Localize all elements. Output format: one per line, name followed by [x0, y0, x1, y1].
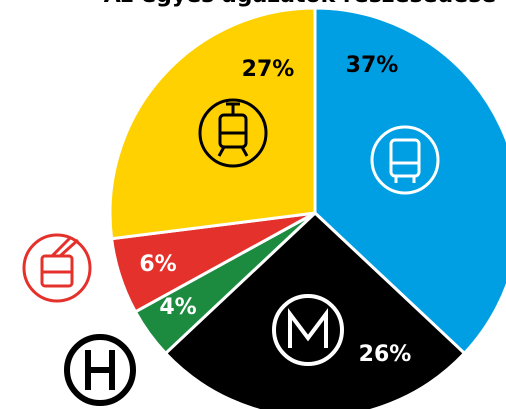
data-label: 27%	[242, 57, 295, 82]
pie	[108, 6, 506, 409]
data-label: 6%	[139, 252, 176, 277]
data-label: 26%	[359, 342, 412, 367]
pie-slice	[108, 6, 317, 241]
data-label: 4%	[159, 295, 196, 320]
bus-icon	[370, 125, 440, 195]
trolley-icon	[22, 233, 92, 303]
hev-icon	[64, 334, 136, 406]
pie-slice	[313, 6, 506, 356]
metro-icon	[272, 294, 344, 366]
pie-slice	[163, 210, 467, 409]
chart-title: Az egyes ágazatok részesedése	[104, 0, 496, 8]
data-label: 37%	[346, 53, 399, 78]
tram-icon	[198, 98, 268, 168]
